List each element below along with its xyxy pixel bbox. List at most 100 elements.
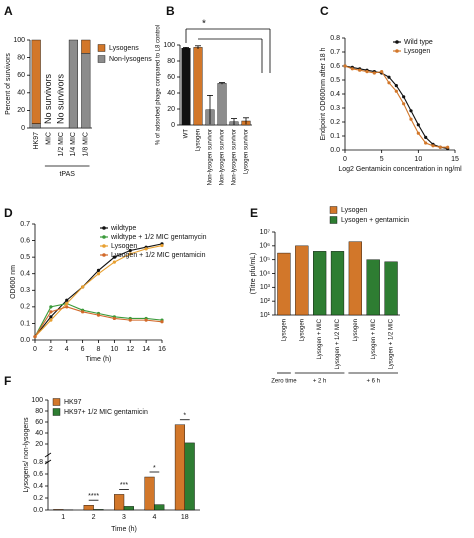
point: [65, 305, 69, 309]
bar: [348, 241, 362, 316]
y-tick-label: 0.2: [33, 495, 43, 502]
legend-swatch: [52, 408, 61, 416]
bar: [174, 424, 186, 511]
point: [424, 135, 428, 139]
x-tick-label: Lysogen + MIC: [371, 318, 377, 359]
y-tick-label: 0.6: [330, 63, 340, 70]
group-label: + 2 h: [313, 379, 327, 385]
legend-label: wildtype: [110, 225, 136, 232]
point: [387, 81, 391, 85]
y-tick-label: 0: [21, 125, 25, 132]
y-tick-label: 10⁴: [259, 270, 270, 277]
bar: [184, 442, 195, 511]
point: [81, 285, 85, 289]
x-tick-label: Lysogen + MIC: [317, 318, 323, 359]
point: [128, 252, 132, 256]
x-tick-label: MIC: [45, 132, 52, 145]
bar: [181, 48, 191, 126]
annotation: No survivors: [43, 73, 53, 124]
panel-label: B: [166, 4, 175, 18]
group-label: tPAS: [59, 171, 75, 178]
y-tick-label: 10³: [260, 284, 271, 291]
x-tick-label: 12: [126, 346, 134, 353]
legend-label: Lysogen: [341, 207, 367, 214]
x-tick-label: 1/8 MIC: [83, 132, 90, 157]
x-tick-label: 16: [158, 346, 166, 353]
y-tick-label: 0: [171, 122, 175, 129]
y-tick-label: 0.0: [33, 507, 43, 514]
y-tick-label: 0.4: [20, 271, 30, 278]
point: [33, 335, 37, 339]
significance: *: [183, 413, 186, 420]
legend-label: Lysogen: [404, 48, 430, 55]
x-tick-label: Lysogen survivor: [244, 129, 250, 174]
bar-segment: [81, 53, 91, 129]
x-tick-label: 1: [61, 514, 65, 521]
y-axis-label: OD600 nm: [10, 265, 17, 299]
legend-marker: [395, 49, 399, 53]
y-tick-label: 20: [17, 107, 25, 114]
point: [358, 68, 362, 72]
x-axis-label: Time (h): [111, 526, 137, 533]
panel-label: F: [4, 374, 11, 388]
point: [387, 75, 391, 79]
bar-segment: [31, 123, 41, 129]
legend-swatch: [329, 206, 338, 214]
legend-swatch: [52, 398, 61, 406]
y-tick-label: 0.2: [330, 119, 340, 126]
point: [144, 247, 148, 251]
series-line: [344, 65, 448, 148]
point: [144, 318, 148, 322]
bar: [114, 494, 125, 511]
point: [81, 310, 85, 314]
point: [446, 145, 450, 149]
bar: [83, 505, 94, 511]
x-tick-label: Lysogen: [299, 319, 305, 341]
y-tick-label: 0.3: [20, 287, 30, 294]
series-line: [34, 306, 163, 337]
legend-label: Lysogen: [111, 243, 137, 250]
y-axis-label: Percent of survivors: [5, 53, 12, 115]
y-tick-label: 60: [35, 419, 43, 426]
bar: [384, 261, 398, 316]
legend-marker: [102, 226, 106, 230]
y-tick-label: 0.7: [20, 221, 30, 228]
y-axis-label: % of adsorbed phage compared to L8 contr…: [156, 25, 162, 145]
y-tick-label: 0.0: [20, 337, 30, 344]
x-tick-label: 4: [152, 514, 156, 521]
x-tick-label: Non-lysogen survivor: [220, 129, 226, 185]
x-tick-label: 1/4 MIC: [70, 132, 77, 157]
bar-segment: [31, 39, 41, 124]
group-label: Zero time: [271, 379, 297, 385]
legend-marker: [102, 244, 106, 248]
point: [402, 102, 406, 106]
y-tick-label: 0.6: [20, 237, 30, 244]
y-tick-label: 10⁵: [259, 257, 270, 264]
point: [160, 243, 164, 248]
point: [49, 315, 53, 319]
y-tick-label: 80: [167, 58, 175, 65]
y-tick-label: 20: [167, 106, 175, 113]
x-tick-label: Lysogen: [282, 319, 288, 341]
point: [128, 248, 132, 253]
x-axis-label: Time (h): [86, 356, 112, 363]
point: [424, 141, 428, 145]
y-tick-label: 10¹: [260, 312, 271, 319]
y-tick-label: 10⁶: [259, 243, 270, 250]
annotation: No survivors: [55, 73, 65, 124]
legend-label: HK97+ 1/2 MIC gentamicin: [64, 409, 148, 416]
point: [409, 109, 413, 113]
panel-label: E: [250, 206, 258, 220]
legend-swatch: [329, 216, 338, 224]
y-tick-label: 60: [167, 74, 175, 81]
point: [438, 145, 442, 149]
y-axis-label: (Titre pfu/mL): [250, 253, 257, 295]
point: [112, 255, 116, 259]
x-tick-label: 8: [97, 346, 101, 353]
y-tick-label: 20: [35, 441, 43, 448]
group-label: + 6 h: [366, 379, 380, 385]
point: [416, 131, 420, 135]
y-tick-label: 0.2: [20, 304, 30, 311]
y-tick-label: 10⁷: [260, 229, 271, 236]
